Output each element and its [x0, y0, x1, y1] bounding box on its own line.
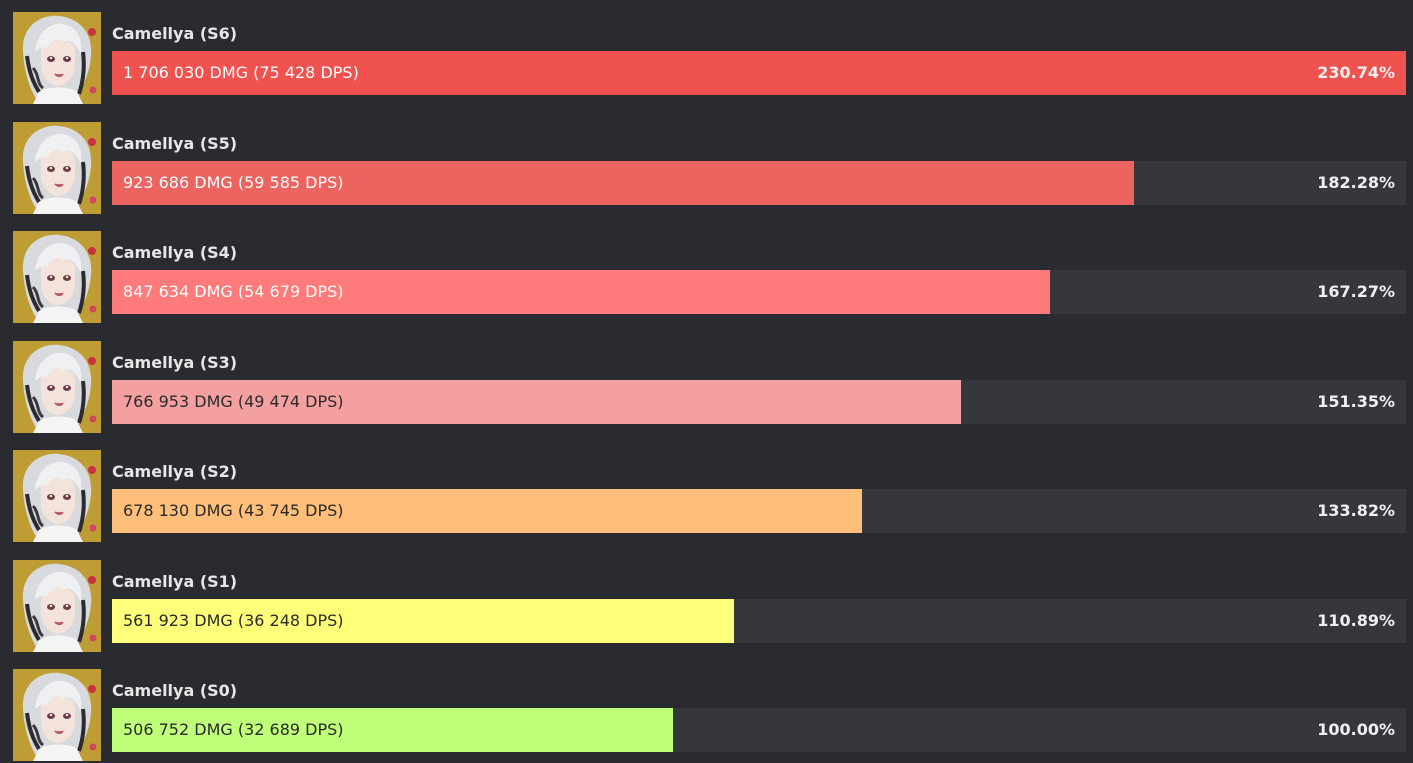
character-portrait-icon — [13, 341, 101, 433]
bar-category-label: Camellya (S1) — [112, 572, 238, 591]
chart-row: Camellya (S1) 561 923 DMG (36 248 DPS) 110… — [0, 560, 1413, 654]
bar — [112, 489, 862, 533]
bar-track: 678 130 DMG (43 745 DPS) 133.82% — [112, 489, 1406, 533]
character-portrait-icon — [13, 669, 101, 761]
bar-category-label: Camellya (S3) — [112, 353, 238, 372]
bar-category-label: Camellya (S5) — [112, 134, 238, 153]
bar-track: 506 752 DMG (32 689 DPS) 100.00% — [112, 708, 1406, 752]
percent-label: 133.82% — [1317, 501, 1395, 520]
character-portrait-icon — [13, 231, 101, 323]
chart-row: Camellya (S3) 766 953 DMG (49 474 DPS) 151… — [0, 341, 1413, 435]
damage-label: 766 953 DMG (49 474 DPS) — [123, 392, 344, 411]
damage-label: 1 706 030 DMG (75 428 DPS) — [123, 63, 359, 82]
bar-track: 561 923 DMG (36 248 DPS) 110.89% — [112, 599, 1406, 643]
bar-track: 1 706 030 DMG (75 428 DPS) 230.74% — [112, 51, 1406, 95]
bar — [112, 270, 1050, 314]
bar — [112, 51, 1406, 95]
character-portrait-icon — [13, 12, 101, 104]
damage-label: 847 634 DMG (54 679 DPS) — [123, 282, 344, 301]
bar-category-label: Camellya (S2) — [112, 462, 238, 481]
chart-row: Camellya (S2) 678 130 DMG (43 745 DPS) 133… — [0, 450, 1413, 544]
bar-category-label: Camellya (S6) — [112, 24, 238, 43]
chart-row: Camellya (S4) 847 634 DMG (54 679 DPS) 167… — [0, 231, 1413, 325]
chart-row: Camellya (S0) 506 752 DMG (32 689 DPS) 100… — [0, 669, 1413, 763]
bar — [112, 161, 1134, 205]
damage-label: 561 923 DMG (36 248 DPS) — [123, 611, 344, 630]
chart-row: Camellya (S5) 923 686 DMG (59 585 DPS) 182… — [0, 122, 1413, 216]
percent-label: 167.27% — [1317, 282, 1395, 301]
character-portrait-icon — [13, 560, 101, 652]
character-portrait-icon — [13, 450, 101, 542]
percent-label: 100.00% — [1317, 720, 1395, 739]
bar-track: 847 634 DMG (54 679 DPS) 167.27% — [112, 270, 1406, 314]
damage-label: 923 686 DMG (59 585 DPS) — [123, 173, 344, 192]
bar — [112, 599, 734, 643]
bar — [112, 380, 961, 424]
character-portrait-icon — [13, 122, 101, 214]
bar-track: 923 686 DMG (59 585 DPS) 182.28% — [112, 161, 1406, 205]
damage-label: 506 752 DMG (32 689 DPS) — [123, 720, 344, 739]
bar-track: 766 953 DMG (49 474 DPS) 151.35% — [112, 380, 1406, 424]
damage-label: 678 130 DMG (43 745 DPS) — [123, 501, 344, 520]
percent-label: 151.35% — [1317, 392, 1395, 411]
bar — [112, 708, 673, 752]
percent-label: 110.89% — [1317, 611, 1395, 630]
percent-label: 182.28% — [1317, 173, 1395, 192]
percent-label: 230.74% — [1317, 63, 1395, 82]
bar-category-label: Camellya (S4) — [112, 243, 238, 262]
chart-row: Camellya (S6) 1 706 030 DMG (75 428 DPS) 2… — [0, 12, 1413, 106]
bar-category-label: Camellya (S0) — [112, 681, 238, 700]
